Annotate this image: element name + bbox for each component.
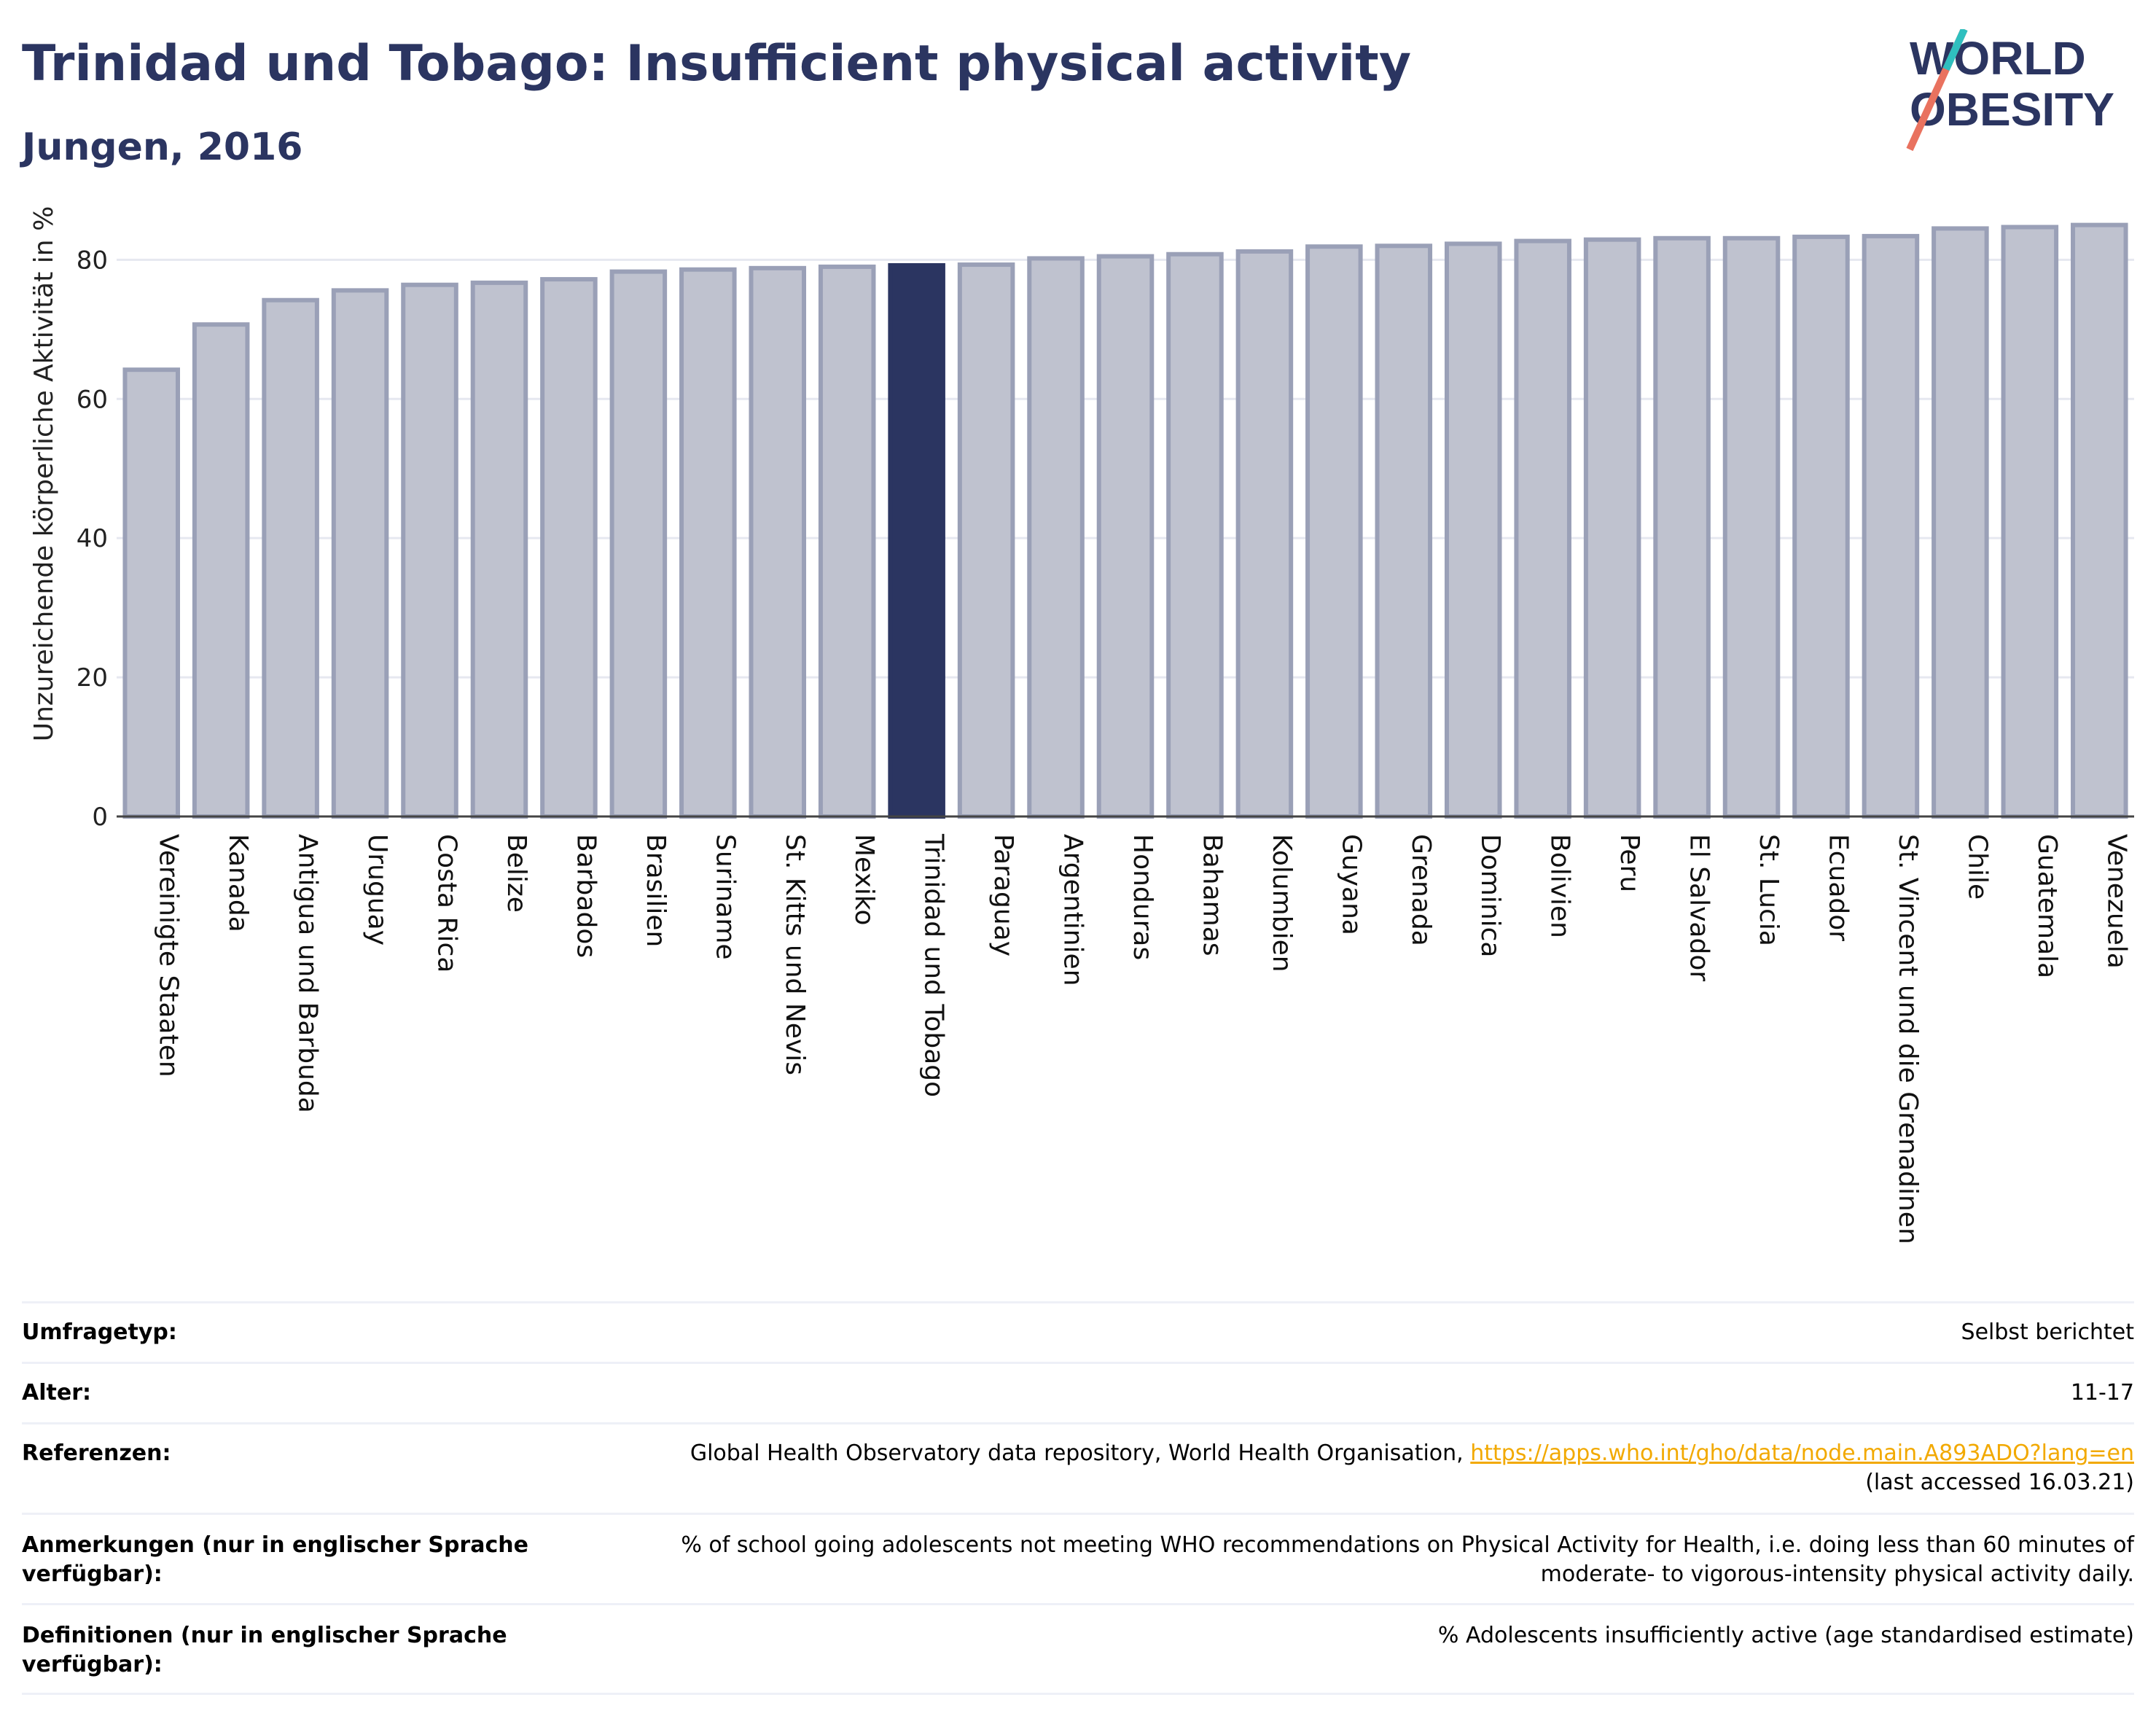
- bar-chile: [1932, 226, 1989, 819]
- y-tick-label: 0: [92, 803, 108, 832]
- bar-trinidad-und-tobago: [888, 263, 945, 819]
- x-tick-label: Brasilien: [641, 834, 671, 947]
- page-subtitle: Jungen, 2016: [22, 125, 303, 169]
- x-tick-label: Antigua und Barbuda: [293, 834, 323, 1113]
- notes-label: Anmerkungen (nur in englischer Sprache v…: [22, 1532, 528, 1587]
- bar-el-salvador: [1653, 235, 1711, 819]
- x-tick-labels: Vereinigte Staaten Kanada Antigua und Barb…: [154, 833, 2132, 1244]
- x-tick-label: Suriname: [710, 834, 740, 960]
- x-tick-label: El Salvador: [1684, 834, 1714, 981]
- definitions-label: Definitionen (nur in englischer Sprache …: [22, 1623, 507, 1677]
- x-tick-label: Kolumbien: [1267, 834, 1297, 972]
- bar-argentinien: [1027, 256, 1085, 819]
- bar-antigua-und-barbuda: [262, 297, 319, 819]
- x-tick-label: Guatemala: [2032, 834, 2062, 978]
- x-tick-label: Barbados: [571, 834, 601, 958]
- x-tick-label: Grenada: [1406, 834, 1436, 946]
- bar-guyana: [1305, 244, 1363, 819]
- survey-type-value: Selbst berichtet: [1961, 1319, 2134, 1345]
- references-label: Referenzen:: [22, 1440, 171, 1466]
- bar-belize: [470, 280, 528, 819]
- y-tick-label: 80: [77, 246, 108, 275]
- x-tick-label: Mexiko: [849, 834, 879, 925]
- bar-dominica: [1444, 241, 1502, 819]
- bar-honduras: [1096, 254, 1155, 819]
- bar-kanada: [192, 322, 250, 819]
- x-tick-label: Ecuador: [1823, 834, 1853, 941]
- bar-costa-rica: [401, 282, 458, 819]
- bar-st-vincent-und-die-grenadinen: [1862, 233, 1920, 819]
- logo-line2: OBESITY: [1910, 83, 2114, 136]
- x-tick-label: Kanada: [223, 834, 253, 932]
- survey-type-label: Umfragetyp:: [22, 1319, 177, 1345]
- info-row-definitions: Definitionen (nur in englischer Sprache …: [22, 1603, 2134, 1695]
- references-link[interactable]: https://apps.who.int/gho/data/node.main.…: [1470, 1440, 2134, 1466]
- age-label: Alter:: [22, 1380, 91, 1405]
- x-tick-label: Uruguay: [362, 834, 392, 946]
- x-tick-label: Costa Rica: [432, 834, 462, 972]
- x-tick-label: Vereinigte Staaten: [154, 834, 184, 1077]
- y-tick-labels: 0 20 40 60 80: [77, 246, 108, 832]
- references-accessed: (last accessed 16.03.21): [1865, 1470, 2134, 1495]
- x-tick-label: Honduras: [1128, 834, 1157, 960]
- y-tick-label: 20: [77, 663, 108, 693]
- info-row-references: Referenzen: Global Health Observatory da…: [22, 1422, 2134, 1513]
- x-tick-label: St. Vincent und die Grenadinen: [1893, 834, 1923, 1244]
- bar-uruguay: [331, 288, 389, 819]
- notes-value: % of school going adolescents not meetin…: [681, 1532, 2134, 1587]
- x-tick-label: Trinidad und Tobago: [919, 833, 949, 1097]
- bar-ecuador: [1792, 234, 1850, 819]
- bar-grenada: [1375, 243, 1433, 819]
- x-tick-label: Peru: [1614, 834, 1644, 892]
- bar-bolivien: [1514, 238, 1571, 819]
- bar-paraguay: [957, 262, 1015, 819]
- definitions-value: % Adolescents insufficiently active (age…: [1437, 1623, 2134, 1648]
- y-axis-label: Unzureichende körperliche Aktivität in %: [29, 206, 59, 742]
- info-row-survey-type: Umfragetyp: Selbst berichtet: [22, 1301, 2134, 1362]
- bar-brasilien: [609, 269, 668, 819]
- bar-peru: [1583, 237, 1641, 819]
- page-title: Trinidad und Tobago: Insufficient physic…: [22, 35, 1412, 93]
- info-row-notes: Anmerkungen (nur in englischer Sprache v…: [22, 1513, 2134, 1603]
- bar-chart: 0 20 40 60 80 Vereinigte Staaten Kanada Antigu…: [29, 206, 2134, 1244]
- x-tick-label: Belize: [501, 834, 531, 913]
- x-tick-label: St. Lucia: [1754, 834, 1784, 946]
- x-tick-label: Bolivien: [1545, 834, 1575, 938]
- bar-venezuela: [2071, 222, 2128, 819]
- logo-line1: WORLD: [1910, 32, 2086, 85]
- y-tick-label: 40: [77, 524, 108, 553]
- world-obesity-logo: WORLD OBESITY: [1906, 29, 2114, 152]
- x-tick-label: Paraguay: [988, 834, 1018, 956]
- x-tick-label: Guyana: [1336, 834, 1366, 935]
- references-text: Global Health Observatory data repositor…: [690, 1440, 1464, 1466]
- bar-st-lucia: [1722, 235, 1781, 819]
- x-tick-label: Chile: [1962, 834, 1992, 900]
- info-table: Umfragetyp: Selbst berichtet Alter: 11-1…: [22, 1301, 2134, 1695]
- x-tick-label: Venezuela: [2101, 834, 2131, 969]
- bar-guatemala: [2001, 225, 2059, 819]
- x-tick-label: Bahamas: [1197, 834, 1227, 956]
- bar-bahamas: [1166, 252, 1224, 819]
- bar-barbados: [540, 277, 598, 819]
- y-tick-label: 60: [77, 385, 108, 414]
- bars: [122, 222, 2128, 819]
- references-value: Global Health Observatory data repositor…: [690, 1439, 2134, 1513]
- bar-suriname: [679, 267, 737, 819]
- x-tick-label: Argentinien: [1058, 834, 1088, 986]
- logo-slash-teal: [1942, 29, 1968, 71]
- bar-st-kitts-und-nevis: [749, 265, 807, 819]
- bar-vereinigte-staaten: [122, 367, 180, 819]
- bar-mexiko: [818, 264, 876, 819]
- bar-kolumbien: [1235, 249, 1294, 819]
- x-tick-label: Dominica: [1475, 834, 1505, 958]
- info-row-age: Alter: 11-17: [22, 1362, 2134, 1422]
- x-tick-label: St. Kitts und Nevis: [780, 834, 810, 1075]
- age-value: 11-17: [2070, 1380, 2134, 1405]
